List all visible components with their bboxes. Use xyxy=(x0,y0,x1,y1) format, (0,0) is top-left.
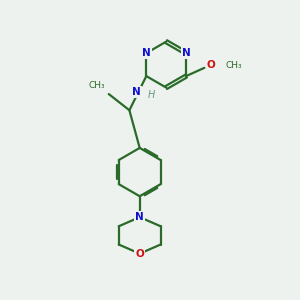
Text: CH₃: CH₃ xyxy=(88,81,105,90)
Text: N: N xyxy=(182,48,190,58)
Text: H: H xyxy=(148,90,155,100)
Text: CH₃: CH₃ xyxy=(226,61,242,70)
Text: N: N xyxy=(132,87,141,97)
Text: O: O xyxy=(135,249,144,259)
Text: O: O xyxy=(206,61,215,70)
Text: N: N xyxy=(135,212,144,222)
Text: N: N xyxy=(142,48,151,58)
